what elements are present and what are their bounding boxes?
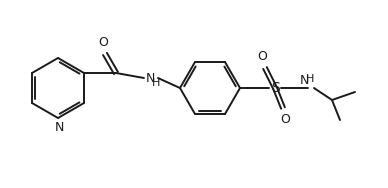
Text: N: N (299, 74, 309, 87)
Text: O: O (98, 36, 108, 49)
Text: O: O (257, 50, 267, 63)
Text: O: O (280, 113, 290, 126)
Text: S: S (270, 81, 279, 95)
Text: H: H (152, 78, 160, 88)
Text: H: H (306, 74, 314, 84)
Text: N: N (146, 73, 155, 86)
Text: N: N (54, 121, 64, 134)
